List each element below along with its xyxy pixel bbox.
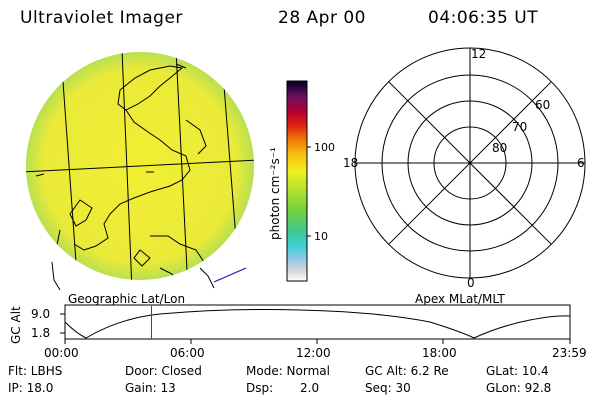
mlt-label-12: 12: [471, 47, 487, 61]
colorbar: [286, 80, 311, 282]
header-time: 04:06:35 UT: [428, 8, 539, 28]
altitude-xtick-0000: 00:00: [44, 346, 79, 360]
altitude-xtick-2359: 23:59: [552, 346, 587, 360]
earth-image: [26, 52, 254, 291]
lat-label-70: 70: [512, 120, 528, 134]
mlt-label-18: 18: [343, 156, 359, 170]
info-flt: Flt: LBHS: [8, 364, 63, 378]
header-date: 28 Apr 00: [278, 8, 366, 28]
info-gc-alt: GC Alt: 6.2 Re: [365, 364, 449, 378]
mlt-label-6: 6: [577, 156, 585, 170]
lat-label-80: 80: [492, 141, 508, 155]
instrument-title: Ultraviolet Imager: [20, 8, 183, 28]
info-dsp-value: 2.0: [300, 381, 320, 395]
altitude-ytick-9: 9.0: [31, 307, 51, 321]
info-seq: Seq: 30: [365, 381, 411, 395]
lat-label-60: 60: [535, 98, 551, 112]
altitude-xtick-0600: 06:00: [170, 346, 205, 360]
altitude-ylabel: GC Alt: [9, 306, 23, 344]
right-panel-label: Apex MLat/MLT: [415, 292, 505, 306]
colorbar-tick-100: 100: [314, 141, 335, 154]
altitude-plot: [60, 304, 571, 344]
colorbar-unit-label: photon cm⁻²s⁻¹: [268, 147, 282, 240]
altitude-xtick-1200: 12:00: [296, 346, 331, 360]
info-glat: GLat: 10.4: [486, 364, 549, 378]
altitude-xtick-1800: 18:00: [422, 346, 457, 360]
info-door: Door: Closed: [125, 364, 202, 378]
mlt-label-0: 0: [467, 276, 475, 290]
info-gain: Gain: 13: [125, 381, 176, 395]
polar-grid: [354, 47, 586, 279]
info-ip: IP: 18.0: [8, 381, 54, 395]
info-dsp-label: Dsp:: [246, 381, 274, 395]
info-glon: GLon: 92.8: [486, 381, 552, 395]
info-mode: Mode: Normal: [246, 364, 330, 378]
altitude-ytick-1-8: 1.8: [31, 326, 51, 340]
colorbar-tick-10: 10: [314, 230, 328, 243]
left-panel-label: Geographic Lat/Lon: [68, 292, 186, 306]
